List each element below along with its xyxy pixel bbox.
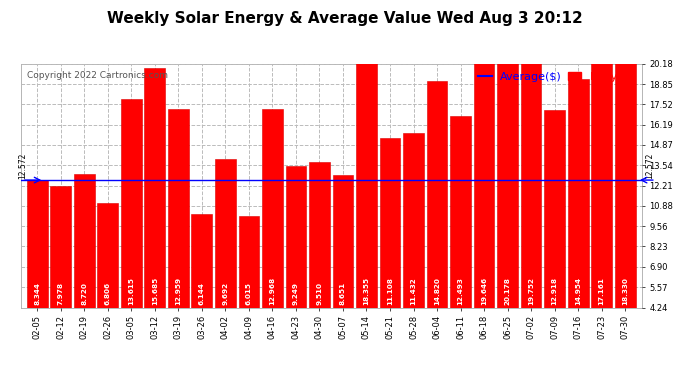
Bar (239, 216, 259, 308)
Text: 12.968: 12.968 (269, 277, 275, 305)
Bar (144, 68, 165, 308)
Text: 9.249: 9.249 (293, 282, 299, 305)
Text: 8.720: 8.720 (81, 282, 87, 305)
Text: 12.572: 12.572 (19, 152, 28, 178)
Text: 7.978: 7.978 (58, 282, 63, 305)
Legend: Average($), Daily($): Average($), Daily($) (476, 69, 636, 84)
Text: 12.572: 12.572 (645, 152, 654, 178)
Bar (74, 174, 95, 308)
Bar (262, 109, 283, 307)
Bar (50, 186, 71, 308)
Text: 12.493: 12.493 (457, 278, 464, 305)
Text: 6.144: 6.144 (199, 282, 205, 305)
Text: 20.178: 20.178 (504, 278, 511, 305)
Text: 9.692: 9.692 (222, 282, 228, 305)
Bar (309, 162, 330, 308)
Bar (27, 180, 48, 308)
Text: 12.959: 12.959 (175, 277, 181, 305)
Text: 19.646: 19.646 (481, 277, 487, 305)
Text: 18.355: 18.355 (364, 277, 369, 305)
Text: 12.918: 12.918 (552, 277, 558, 305)
Text: 8.651: 8.651 (340, 282, 346, 305)
Bar (191, 213, 213, 308)
Bar (380, 138, 400, 308)
Bar (97, 203, 118, 308)
Bar (356, 27, 377, 308)
Bar (286, 166, 306, 308)
Bar (474, 7, 495, 308)
Text: 14.954: 14.954 (575, 277, 581, 305)
Text: 11.108: 11.108 (387, 278, 393, 305)
Text: 18.330: 18.330 (622, 278, 628, 305)
Bar (568, 79, 589, 308)
Bar (333, 175, 353, 308)
Text: 14.820: 14.820 (434, 278, 440, 305)
Bar (451, 117, 471, 308)
Text: 8.344: 8.344 (34, 282, 40, 305)
Text: Copyright 2022 Cartronics.com: Copyright 2022 Cartronics.com (27, 71, 168, 80)
Bar (615, 27, 635, 308)
Bar (591, 45, 612, 308)
Text: Weekly Solar Energy & Average Value Wed Aug 3 20:12: Weekly Solar Energy & Average Value Wed … (107, 11, 583, 26)
Bar (544, 110, 565, 308)
Bar (121, 99, 141, 308)
Text: 15.685: 15.685 (152, 277, 158, 305)
Bar (497, 0, 518, 308)
Text: 17.161: 17.161 (599, 278, 604, 305)
Text: 6.015: 6.015 (246, 282, 252, 305)
Text: 13.615: 13.615 (128, 277, 135, 305)
Text: 11.432: 11.432 (411, 278, 417, 305)
Text: 19.752: 19.752 (528, 277, 534, 305)
Bar (521, 6, 542, 308)
Text: 9.510: 9.510 (317, 282, 322, 305)
Bar (426, 81, 447, 308)
Bar (215, 159, 236, 308)
Bar (403, 133, 424, 308)
Text: 6.806: 6.806 (105, 282, 110, 305)
Bar (168, 110, 188, 308)
